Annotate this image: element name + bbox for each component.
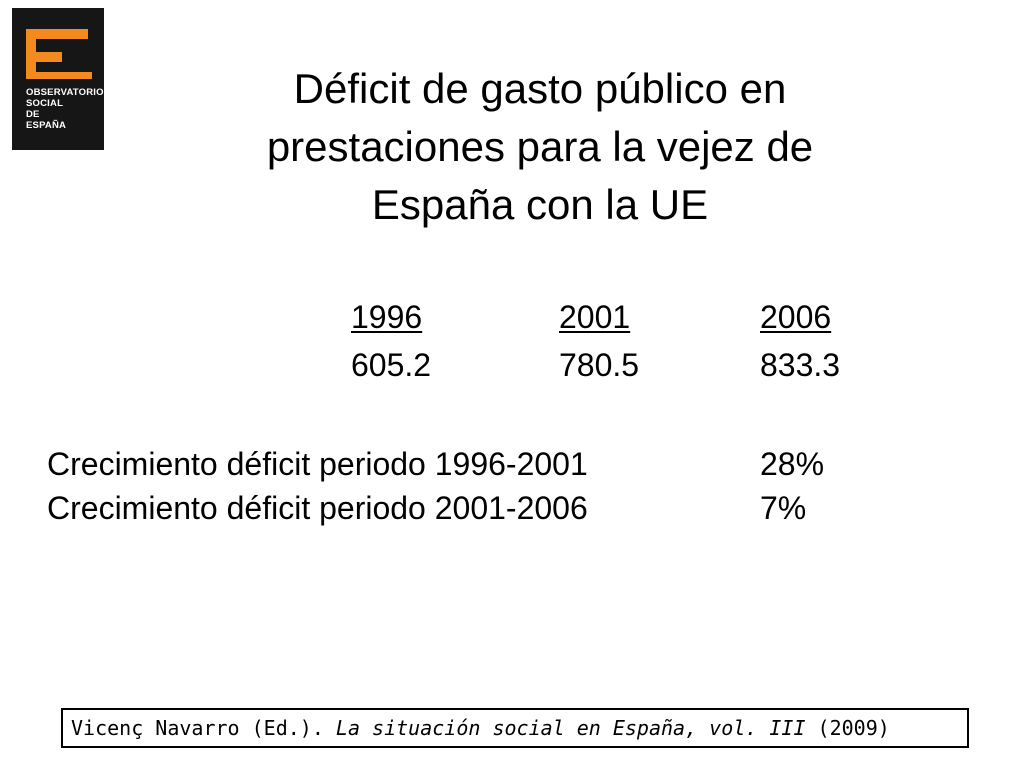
logo-e-mark-icon [26, 29, 92, 79]
title-line: prestaciones para la vejez de [266, 123, 814, 170]
deficit-value: 780.5 [559, 347, 640, 383]
year-header: 2001 [559, 299, 631, 335]
citation-year: (2009) [805, 716, 890, 740]
deficit-value: 605.2 [351, 347, 432, 383]
deficit-value: 833.3 [760, 347, 841, 383]
slide-title: Déficit de gasto público en prestaciones… [150, 60, 930, 234]
logo-line: OBSERVATORIO [26, 87, 104, 98]
logo-line: ESPAÑA [26, 120, 67, 131]
year-header: 1996 [351, 299, 423, 335]
logo-wordmark: OBSERVATORIO SOCIAL DE ESPAÑA [26, 87, 104, 131]
observatorio-social-logo: OBSERVATORIO SOCIAL DE ESPAÑA [12, 8, 104, 150]
source-citation: Vicenç Navarro (Ed.). La situación socia… [61, 708, 969, 748]
citation-author: Vicenç Navarro (Ed.). [71, 716, 336, 740]
title-line: Déficit de gasto público en [293, 65, 787, 112]
logo-line: DE [26, 109, 40, 120]
growth-label: Crecimiento déficit periodo 1996-2001 [47, 446, 588, 482]
logo-line: SOCIAL [26, 98, 64, 109]
year-header: 2006 [760, 299, 832, 335]
growth-label: Crecimiento déficit periodo 2001-2006 [47, 490, 588, 526]
growth-value: 7% [760, 490, 807, 526]
growth-value: 28% [760, 446, 825, 482]
citation-work: La situación social en España, vol. III [335, 716, 806, 740]
title-line: España con la UE [371, 181, 709, 228]
